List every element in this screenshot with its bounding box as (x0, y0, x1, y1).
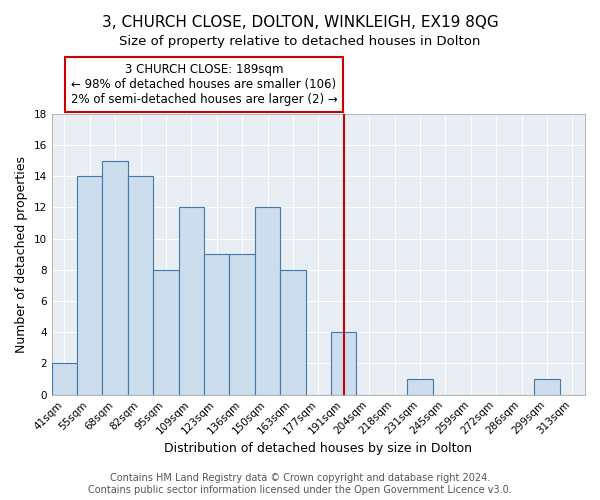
Bar (255, 208, 280, 394)
Y-axis label: Number of detached properties: Number of detached properties (15, 156, 28, 352)
Bar (229, 254, 255, 394)
Bar (52, 364, 77, 394)
Text: 3 CHURCH CLOSE: 189sqm
← 98% of detached houses are smaller (106)
2% of semi-det: 3 CHURCH CLOSE: 189sqm ← 98% of detached… (71, 63, 337, 106)
Text: Contains HM Land Registry data © Crown copyright and database right 2024.
Contai: Contains HM Land Registry data © Crown c… (88, 474, 512, 495)
Text: Size of property relative to detached houses in Dolton: Size of property relative to detached ho… (119, 35, 481, 48)
X-axis label: Distribution of detached houses by size in Dolton: Distribution of detached houses by size … (164, 442, 472, 455)
Bar (128, 176, 153, 394)
Bar (77, 176, 103, 394)
Bar (204, 254, 229, 394)
Bar (534, 379, 560, 394)
Text: 3, CHURCH CLOSE, DOLTON, WINKLEIGH, EX19 8QG: 3, CHURCH CLOSE, DOLTON, WINKLEIGH, EX19… (101, 15, 499, 30)
Bar (153, 270, 179, 394)
Bar (331, 332, 356, 394)
Bar (407, 379, 433, 394)
Bar (280, 270, 305, 394)
Bar (103, 160, 128, 394)
Bar (179, 208, 204, 394)
